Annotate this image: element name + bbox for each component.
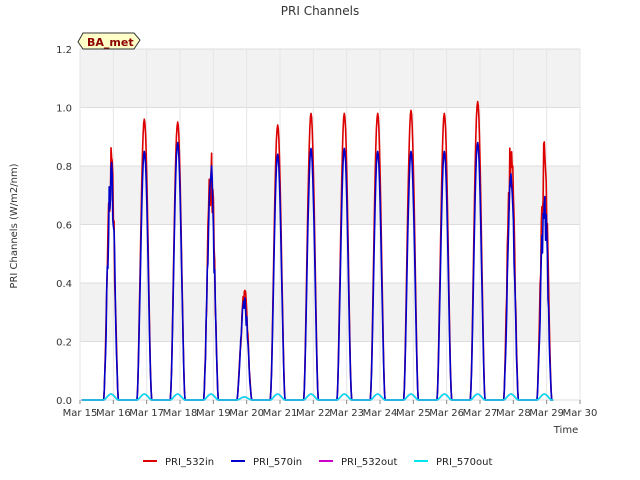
x-tick-label: Mar 25 bbox=[396, 408, 431, 419]
legend-label-pri-570out: PRI_570out bbox=[436, 457, 492, 468]
y-tick-label: 0.4 bbox=[56, 279, 72, 290]
y-tick-label: 0.2 bbox=[56, 338, 72, 349]
x-tick-label: Mar 22 bbox=[296, 408, 331, 419]
series-lines bbox=[81, 100, 554, 401]
legend-label-pri-532in: PRI_532in bbox=[165, 457, 214, 468]
y-tick-label: 0.8 bbox=[56, 162, 72, 173]
y-axis-label: PRI Channels (W/m2/nm) bbox=[9, 163, 20, 288]
x-tick-label: Mar 26 bbox=[429, 408, 464, 419]
x-tick-label: Mar 30 bbox=[563, 408, 598, 419]
y-tick-label: 0.0 bbox=[56, 396, 72, 407]
chart-title: PRI Channels bbox=[281, 4, 359, 18]
x-tick-label: Mar 18 bbox=[163, 408, 198, 419]
plot-band bbox=[80, 283, 580, 342]
badge-text: BA_met bbox=[87, 36, 134, 49]
y-tick-label: 1.2 bbox=[56, 45, 72, 56]
y-axis: 0.0 0.2 0.4 0.6 0.8 1.0 1.2 bbox=[56, 45, 72, 407]
annotation-badge: BA_met bbox=[77, 32, 141, 50]
x-tick-label: Mar 29 bbox=[529, 408, 564, 419]
legend: PRI_532in PRI_570in PRI_532out PRI_570out bbox=[143, 457, 492, 468]
x-tick-label: Mar 23 bbox=[329, 408, 364, 419]
x-axis-label: Time bbox=[553, 425, 578, 436]
x-tick-label: Mar 16 bbox=[96, 408, 131, 419]
x-tick-label: Mar 24 bbox=[363, 408, 398, 419]
plot-band bbox=[80, 166, 580, 225]
x-tick-label: Mar 15 bbox=[63, 408, 98, 419]
series-line-pri-570out bbox=[81, 393, 554, 401]
badge-box bbox=[77, 32, 141, 50]
x-tick-label: Mar 19 bbox=[196, 408, 231, 419]
x-tick-label: Mar 27 bbox=[463, 408, 498, 419]
plot-band bbox=[80, 49, 580, 108]
y-tick-label: 1.0 bbox=[56, 104, 72, 115]
x-tick-label: Mar 20 bbox=[229, 408, 264, 419]
legend-label-pri-532out: PRI_532out bbox=[341, 457, 397, 468]
y-tick-label: 0.6 bbox=[56, 221, 72, 232]
x-tick-label: Mar 21 bbox=[263, 408, 298, 419]
x-tick-label: Mar 28 bbox=[496, 408, 531, 419]
x-tick-label: Mar 17 bbox=[129, 408, 164, 419]
legend-label-pri-570in: PRI_570in bbox=[253, 457, 302, 468]
